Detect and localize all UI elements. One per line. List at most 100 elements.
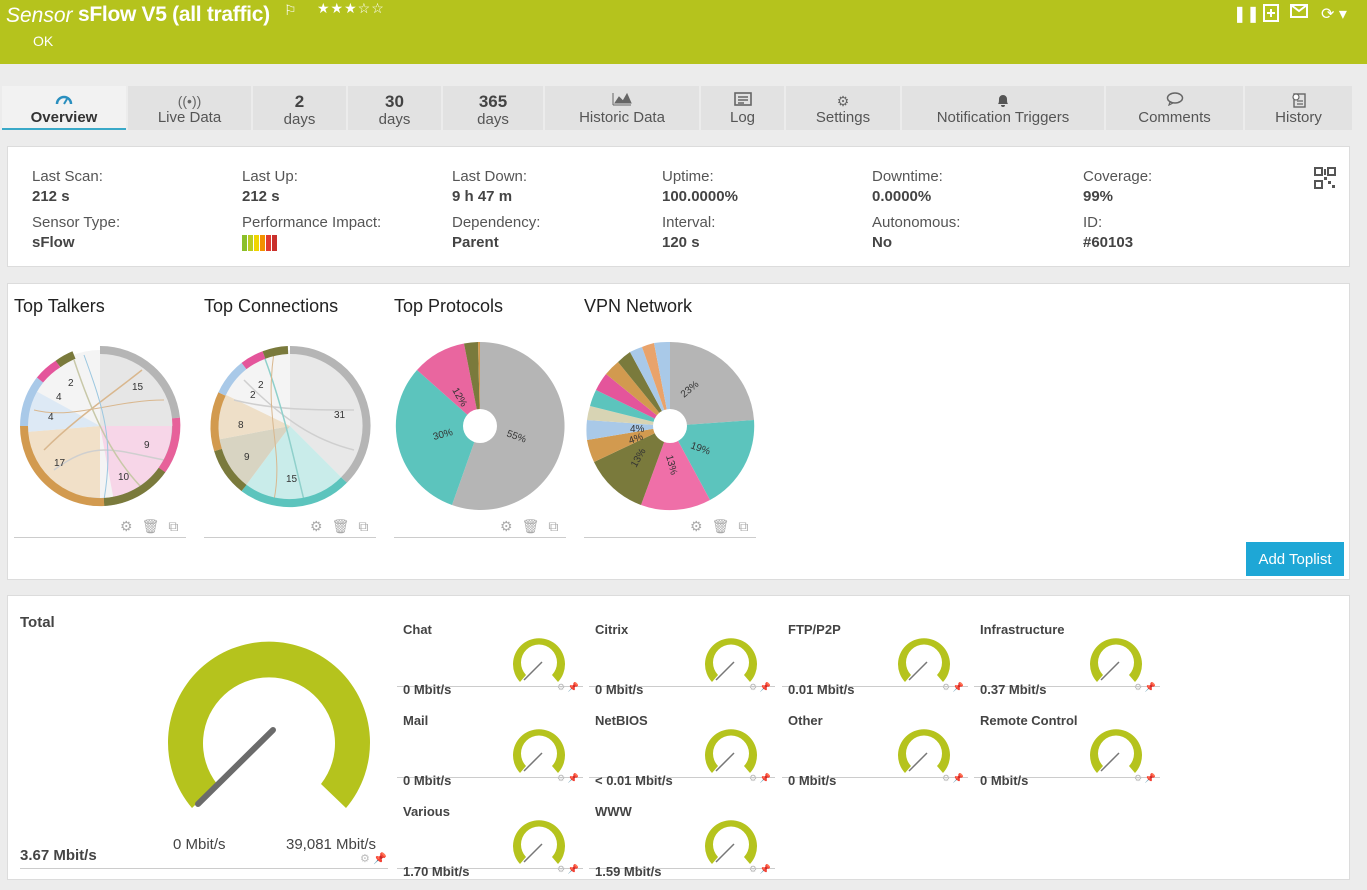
channel-value: 0 Mbit/s (595, 682, 644, 697)
slice-label: 4% (627, 432, 644, 447)
gauge-actions[interactable]: ⚙ 📌 (942, 773, 964, 783)
field-label: Coverage: (1083, 168, 1153, 185)
tab-settings[interactable]: ⚙ Settings (786, 86, 900, 130)
delete-icon[interactable]: 🗑 (331, 518, 350, 534)
field-value: 212 s (242, 188, 280, 205)
tab-label: days (283, 111, 316, 128)
gauge-actions[interactable]: ⚙ 📌 (1134, 682, 1156, 692)
chord-chart[interactable]: 15 9 10 17 4 4 2 (14, 340, 186, 512)
gauge-icon (55, 92, 73, 110)
id-field: ID: #60103 (1083, 214, 1133, 251)
chord-chart[interactable]: 31 15 9 8 2 2 (204, 340, 376, 512)
tab-notification-triggers[interactable]: Notification Triggers (902, 86, 1104, 130)
channel-name: NetBIOS (595, 713, 648, 728)
field-label: Last Scan: (32, 168, 103, 185)
performance-impact-bars (242, 235, 381, 251)
field-value[interactable]: Parent (452, 234, 499, 251)
gauge-actions[interactable]: ⚙ 📌 (942, 682, 964, 692)
tab-comments[interactable]: Comments (1106, 86, 1243, 130)
gauge-actions[interactable]: ⚙ 📌 (749, 864, 771, 874)
gauge-actions[interactable]: ⚙ 📌 (749, 773, 771, 783)
settings-icon[interactable]: ⚙ (360, 853, 370, 865)
divider (394, 537, 566, 538)
tab-365-days[interactable]: 365 days (443, 86, 543, 130)
toplist-title[interactable]: Top Protocols (394, 296, 504, 316)
external-link-icon[interactable]: ⧉ (358, 518, 369, 534)
status-text: OK (33, 33, 54, 49)
tab-log[interactable]: Log (701, 86, 784, 130)
field-value: sFlow (32, 234, 75, 251)
field-label: Last Up: (242, 168, 298, 185)
email-icon[interactable] (1289, 4, 1309, 27)
add-toplist-button[interactable]: Add Toplist (1246, 542, 1344, 576)
channel-value: 0 Mbit/s (980, 773, 1029, 788)
small-gauge (513, 820, 565, 864)
divider (14, 537, 186, 538)
refresh-icon[interactable]: ⟳ ▾ (1321, 6, 1347, 23)
pie-chart[interactable]: 23% 19% 13% 13% 4% 4% (584, 340, 756, 512)
toplist-top-connections: Top Connections 31 15 9 8 2 2 ⚙ (204, 296, 379, 538)
toplist-actions: ⚙ 🗑 ⧉ (120, 518, 178, 535)
pin-icon[interactable]: 📌 (372, 853, 387, 865)
toplist-title[interactable]: VPN Network (584, 296, 693, 316)
sensor-keyword: Sensor (6, 4, 73, 27)
gauge-actions[interactable]: ⚙ 📌 (557, 682, 579, 692)
settings-icon[interactable]: ⚙ (690, 518, 703, 534)
field-value: No (872, 234, 892, 251)
flag-icon[interactable]: ⚐ (284, 2, 297, 18)
delete-icon[interactable]: 🗑 (521, 518, 540, 534)
chord-label: 15 (286, 474, 298, 485)
tab-history[interactable]: History (1245, 86, 1352, 130)
last-up-field: Last Up: 212 s (242, 168, 298, 205)
tab-30-days[interactable]: 30 days (348, 86, 441, 130)
slice-label: 4% (630, 424, 645, 435)
small-gauge (705, 729, 757, 773)
gauge-actions[interactable]: ⚙ 📌 (749, 682, 771, 692)
channel-gauge-chat: Chat 0 Mbit/s ⚙ 📌 (397, 611, 583, 697)
gauge-actions[interactable]: ⚙ 📌 (557, 864, 579, 874)
delete-icon[interactable]: 🗑 (711, 518, 730, 534)
small-gauge (898, 729, 950, 773)
sensor-name: sFlow V5 (all traffic) (78, 3, 270, 26)
history-icon (1291, 92, 1307, 110)
channel-value: 1.59 Mbit/s (595, 864, 662, 879)
small-gauge (705, 820, 757, 864)
qr-code-icon[interactable] (1314, 167, 1336, 189)
small-gauge (513, 638, 565, 682)
tab-label: days (378, 111, 411, 128)
priority-stars[interactable]: ★★★☆☆ (317, 0, 385, 16)
gauge-actions[interactable]: ⚙ 📌 (1134, 773, 1156, 783)
toplist-title[interactable]: Top Connections (204, 296, 339, 316)
channel-gauges-panel: Total 0 Mbit/s 39,081 Mbit/s 3.67 Mbit/s… (7, 595, 1350, 880)
toplist-top-talkers: Top Talkers 15 9 10 17 4 4 (14, 296, 189, 538)
performance-impact-field: Performance Impact: (242, 214, 381, 251)
tab-2-days[interactable]: 2 days (253, 86, 346, 130)
tab-overview[interactable]: Overview (2, 86, 126, 130)
channel-gauge-www: WWW 1.59 Mbit/s ⚙ 📌 (589, 793, 775, 879)
field-value: 99% (1083, 188, 1114, 205)
channel-value: < 0.01 Mbit/s (595, 773, 673, 788)
pause-icon[interactable]: ❚❚ (1233, 6, 1260, 23)
external-link-icon[interactable]: ⧉ (548, 518, 559, 534)
field-label: Performance Impact: (242, 214, 382, 231)
toplist-title[interactable]: Top Talkers (14, 296, 105, 316)
small-gauge (1090, 729, 1142, 773)
tab-label: Notification Triggers (936, 109, 1070, 126)
total-value: 3.67 Mbit/s (20, 847, 97, 864)
channel-name: Remote Control (980, 713, 1078, 728)
pie-chart[interactable]: 55% 30% 12% (394, 340, 566, 512)
settings-icon[interactable]: ⚙ (120, 518, 133, 534)
external-link-icon[interactable]: ⧉ (738, 518, 749, 534)
channel-value: 0 Mbit/s (788, 773, 837, 788)
tab-historic-data[interactable]: Historic Data (545, 86, 699, 130)
external-link-icon[interactable]: ⧉ (168, 518, 179, 534)
delete-icon[interactable]: 🗑 (141, 518, 160, 534)
chart-icon (612, 92, 632, 110)
field-value: 212 s (32, 188, 70, 205)
settings-icon[interactable]: ⚙ (310, 518, 323, 534)
gauge-actions[interactable]: ⚙ 📌 (557, 773, 579, 783)
add-icon[interactable] (1261, 4, 1281, 27)
settings-icon[interactable]: ⚙ (500, 518, 513, 534)
chord-label: 15 (132, 382, 144, 393)
tab-live-data[interactable]: ((•)) Live Data (128, 86, 251, 130)
